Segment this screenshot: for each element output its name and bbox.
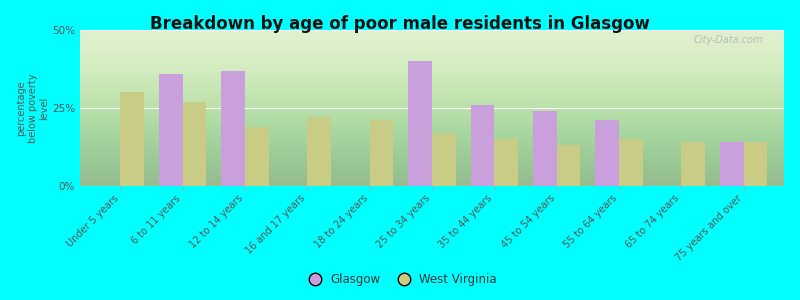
Legend: Glasgow, West Virginia: Glasgow, West Virginia [298,269,502,291]
Bar [743,142,767,186]
Bar [370,121,394,186]
Bar [245,127,269,186]
Text: Breakdown by age of poor male residents in Glasgow: Breakdown by age of poor male residents … [150,15,650,33]
Bar [557,146,580,186]
Bar [470,105,494,186]
Bar [533,111,557,186]
Bar [720,142,743,186]
Text: City-Data.com: City-Data.com [694,35,763,45]
Bar [432,133,456,186]
Bar [121,92,144,186]
Bar [182,102,206,186]
Bar [494,139,518,186]
Bar [159,74,182,186]
Bar [222,70,245,186]
Bar [408,61,432,186]
Bar [595,121,619,186]
Bar [682,142,705,186]
Bar [307,117,331,186]
Bar [619,139,642,186]
Y-axis label: percentage
below poverty
level: percentage below poverty level [16,73,50,143]
